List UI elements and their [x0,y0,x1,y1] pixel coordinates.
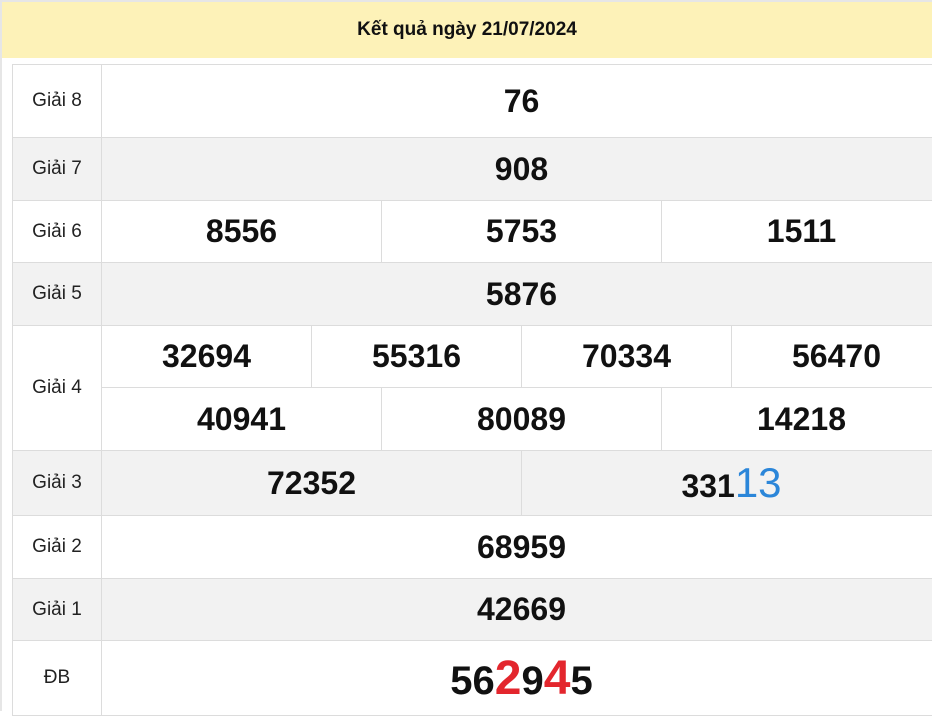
prize-label: Giải 1 [13,579,102,641]
prize-number: 32694 [102,326,312,388]
prize-number: 68959 [102,516,932,579]
row-giai-2: Giải 2 68959 [13,516,932,579]
prize-number: 76 [102,65,932,138]
prize-label: Giải 5 [13,263,102,326]
row-giai-8: Giải 8 76 [13,65,932,138]
row-giai-7: Giải 7 908 [13,138,932,201]
row-giai-6: Giải 6 8556 5753 1511 [13,201,932,263]
prize-number: 80089 [382,388,662,451]
row-giai-1: Giải 1 42669 [13,579,932,641]
digit-highlight: 4 [544,652,571,705]
results-header: Kết quả ngày 21/07/2024 [2,2,932,58]
row-giai-4-second: 40941 80089 14218 [13,388,932,451]
special-prize-number: 562945 [102,641,932,716]
prize-label: Giải 8 [13,65,102,138]
results-table: Giải 8 76 Giải 7 908 Giải 6 8556 5753 15… [12,64,932,716]
row-special-prize: ĐB 562945 [13,641,932,716]
number-prefix: 331 [681,468,734,504]
prize-number: 42669 [102,579,932,641]
digit-highlight: 2 [495,652,522,705]
row-giai-3: Giải 3 72352 33113 [13,451,932,516]
row-giai-4: Giải 4 32694 55316 70334 56470 [13,326,932,388]
prize-number: 70334 [522,326,732,388]
prize-number: 56470 [732,326,932,388]
prize-label: Giải 6 [13,201,102,263]
number-highlight-suffix: 13 [735,459,782,506]
prize-number: 908 [102,138,932,201]
prize-label: Giải 7 [13,138,102,201]
prize-number: 8556 [102,201,382,263]
prize-number: 5876 [102,263,932,326]
prize-number: 72352 [102,451,522,516]
digit-group: 5 [570,659,592,703]
prize-label: Giải 2 [13,516,102,579]
row-giai-5: Giải 5 5876 [13,263,932,326]
prize-number: 55316 [312,326,522,388]
prize-number: 40941 [102,388,382,451]
digit-group: 56 [450,659,495,703]
results-date-title: Kết quả ngày 21/07/2024 [357,19,577,41]
digit-group: 9 [522,659,544,703]
prize-label: Giải 3 [13,451,102,516]
prize-label: ĐB [13,641,102,716]
prize-number: 5753 [382,201,662,263]
prize-label: Giải 4 [13,326,102,451]
prize-number-highlighted: 33113 [522,451,932,516]
prize-number: 1511 [662,201,932,263]
prize-number: 14218 [662,388,932,451]
